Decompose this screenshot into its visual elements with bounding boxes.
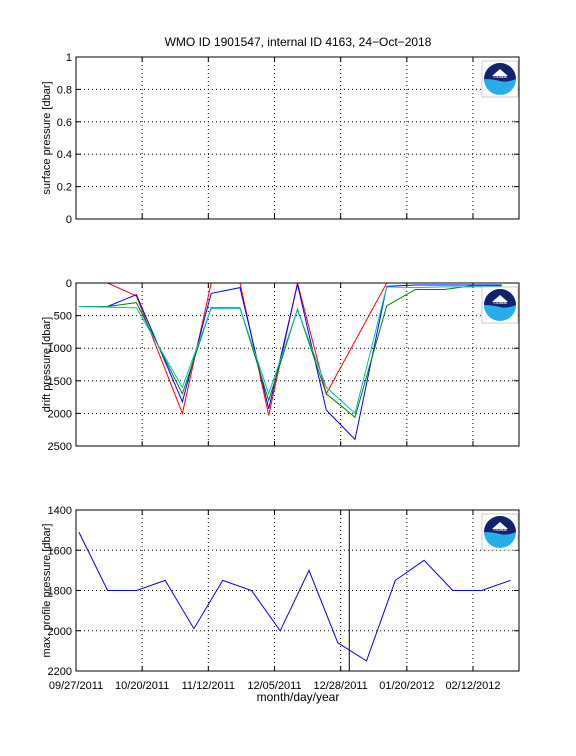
- figure-title: WMO ID 1901547, internal ID 4163, 24−Oct…: [165, 35, 432, 49]
- y-tick-label: 0: [66, 278, 72, 290]
- y-tick-label: 2500: [48, 441, 72, 453]
- noaa-logo-icon: noaa: [481, 60, 519, 98]
- logo-text: noaa: [493, 527, 507, 533]
- y-tick-label: 1600: [48, 545, 72, 557]
- noaa-logo-icon: noaa: [481, 513, 519, 551]
- x-tick-label: 12/28/2011: [314, 680, 368, 692]
- y-tick-label: 1: [66, 52, 72, 64]
- y-tick-label: 0.4: [57, 149, 72, 161]
- logo-bird: [492, 295, 508, 302]
- x-tick-label: 01/20/2012: [379, 680, 434, 692]
- logo-text: noaa: [493, 300, 507, 306]
- x-tick-label: 11/12/2011: [182, 680, 235, 692]
- x-tick-label: 02/12/2012: [445, 680, 500, 692]
- series-line: [78, 286, 502, 415]
- y-tick-label: 0.8: [57, 84, 72, 96]
- logo-bird: [492, 69, 508, 76]
- x-tick-label: 10/20/2011: [115, 680, 169, 692]
- series-line: [78, 531, 511, 662]
- y-tick-label: 1500: [48, 376, 72, 388]
- panel-2: 0 500 1000 1500 2000 2500 drift pressure [dbar…: [41, 278, 520, 453]
- y-tick-label: 0.2: [57, 182, 72, 194]
- axes-box: [75, 282, 520, 447]
- y-tick-label: 2000: [48, 626, 72, 638]
- y-tick-label: 1400: [48, 505, 72, 517]
- logo-bird: [492, 522, 508, 529]
- y-tick-label: 1000: [48, 343, 72, 355]
- y-tick-label: 500: [54, 311, 72, 323]
- y-tick-label: 0.6: [57, 117, 72, 129]
- series-line: [78, 284, 502, 441]
- noaa-logo-icon: noaa: [481, 286, 519, 324]
- y-axis-label: max. profile pressure [dbar]: [41, 524, 53, 658]
- axes-box: [75, 509, 520, 672]
- panel-1: 0 0.2 0.4 0.6 0.8 1 surface pressure [dbar] noa…: [41, 52, 520, 226]
- y-tick-label: 1800: [48, 586, 72, 598]
- panel-3: 1400 1600 1800 2000 2200 max. profile pressur…: [41, 505, 520, 678]
- logo-text: noaa: [493, 74, 507, 80]
- y-tick-label: 0: [66, 214, 72, 226]
- x-tick-label: 12/05/2011: [247, 680, 301, 692]
- y-tick-label: 2000: [48, 408, 72, 420]
- y-axis-label: drift pressure [dbar]: [41, 317, 53, 412]
- axes-box: [75, 56, 520, 220]
- y-tick-label: 2200: [48, 666, 72, 678]
- x-tick-labels: 09/27/2011 10/20/2011 11/12/2011 12/05/2011…: [49, 680, 501, 692]
- y-axis-label: surface pressure [dbar]: [41, 81, 53, 194]
- x-axis-label: month/day/year: [257, 690, 340, 704]
- x-tick-label: 09/27/2011: [49, 680, 103, 692]
